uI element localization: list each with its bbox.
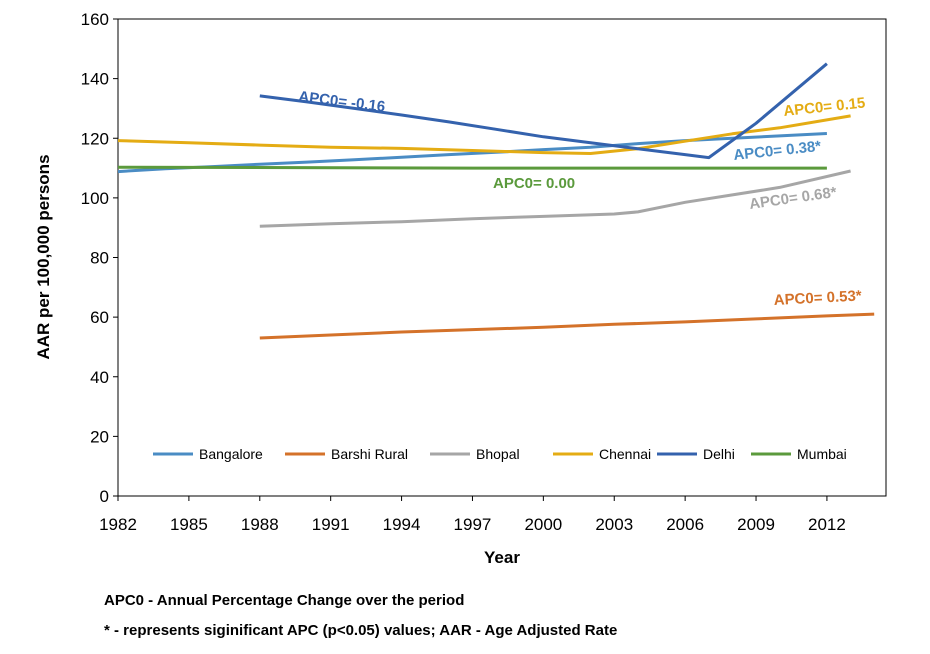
y-tick-label: 160 [81, 10, 109, 29]
apc-label-barshi-rural: APC0= 0.53* [773, 287, 862, 309]
x-tick-label: 1988 [241, 515, 279, 534]
legend-label-barshi-rural: Barshi Rural [331, 446, 408, 462]
y-axis-title: AAR per 100,000 persons [34, 154, 53, 359]
y-tick-label: 20 [90, 427, 109, 446]
x-axis-title: Year [484, 548, 520, 567]
legend-label-chennai: Chennai [599, 446, 651, 462]
y-tick-label: 140 [81, 70, 109, 89]
series-line-barshi-rural [259, 312, 875, 340]
plot-area [117, 18, 887, 497]
apc-label-mumbai: APC0= 0.00 [493, 175, 575, 192]
y-tick-label: 60 [90, 308, 109, 327]
apc-label-chennai: APC0= 0.15 [783, 94, 866, 119]
x-tick-label: 2009 [737, 515, 775, 534]
legend-label-bhopal: Bhopal [476, 446, 520, 462]
apc-label-delhi: APC0= -0.16 [298, 88, 387, 115]
x-tick-label: 1991 [312, 515, 350, 534]
legend-label-bangalore: Bangalore [199, 446, 263, 462]
series-line-bangalore [117, 132, 827, 174]
x-tick-label: 1982 [99, 515, 137, 534]
y-tick-label: 80 [90, 249, 109, 268]
y-tick-label: 40 [90, 368, 109, 387]
y-tick-label: 100 [81, 189, 109, 208]
x-tick-label: 2012 [808, 515, 846, 534]
x-tick-label: 2003 [595, 515, 633, 534]
legend-label-mumbai: Mumbai [797, 446, 847, 462]
legend-label-delhi: Delhi [703, 446, 735, 462]
x-axis-ticks: 1982 1985 1988 1991 1994 1997 2000 2003 2006 2009… [99, 496, 846, 534]
series-lines [117, 62, 875, 340]
series-line-mumbai [117, 165, 827, 170]
series-line-delhi [259, 62, 828, 160]
apc-label-bhopal: APC0= 0.68* [748, 184, 838, 213]
x-tick-label: 1985 [170, 515, 208, 534]
apc-label-bangalore: APC0= 0.38* [733, 138, 822, 164]
x-tick-label: 2006 [666, 515, 704, 534]
x-tick-label: 1997 [454, 515, 492, 534]
y-tick-label: 0 [100, 487, 109, 506]
legend: Bangalore Barshi Rural Bhopal Chennai Delhi M… [153, 446, 847, 462]
apc-annotations: APC0= -0.16 APC0= 0.15 APC0= 0.38* APC0= 0.… [298, 88, 867, 309]
x-tick-label: 1994 [383, 515, 421, 534]
x-tick-label: 2000 [524, 515, 562, 534]
y-axis-ticks: 0 20 40 60 80 100 120 140 160 [81, 10, 118, 506]
series-line-chennai [117, 114, 851, 155]
y-tick-label: 120 [81, 129, 109, 148]
footnote-significance: * - represents siginificant APC (p<0.05)… [104, 622, 618, 639]
footnote-apc-definition: APC0 - Annual Percentage Change over the… [104, 592, 465, 609]
series-line-bhopal [259, 169, 851, 228]
